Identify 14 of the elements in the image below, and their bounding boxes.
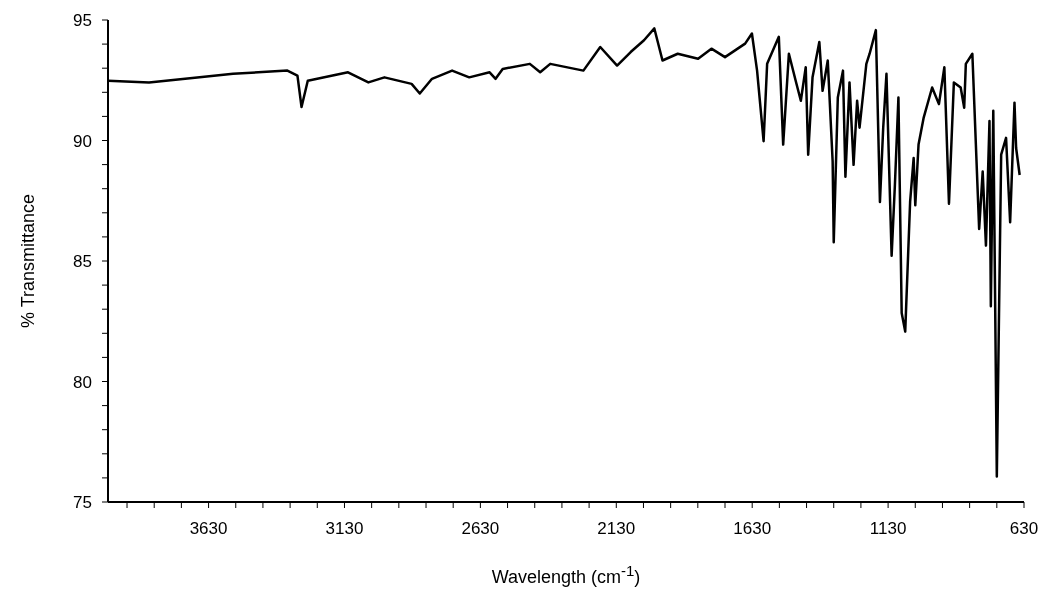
- x-tick-label: 1630: [733, 519, 772, 539]
- x-tick-label: 1130: [869, 519, 907, 539]
- y-tick-label: 90: [73, 131, 92, 151]
- y-tick-label: 85: [73, 252, 92, 272]
- x-tick-label: 2630: [461, 519, 500, 539]
- x-axis-title: Wavelength (cm$^{-1}$): [490, 562, 642, 588]
- x-tick-label: 630: [1009, 519, 1039, 539]
- x-tick-label: 2130: [597, 519, 636, 539]
- y-tick-label: 95: [73, 11, 92, 31]
- y-tick-label: 80: [73, 372, 92, 392]
- x-tick-label: 3130: [325, 519, 364, 539]
- y-tick-label: 75: [73, 493, 92, 513]
- x-tick-label: 3630: [189, 519, 228, 539]
- y-axis-title: % Transmittance: [17, 193, 39, 329]
